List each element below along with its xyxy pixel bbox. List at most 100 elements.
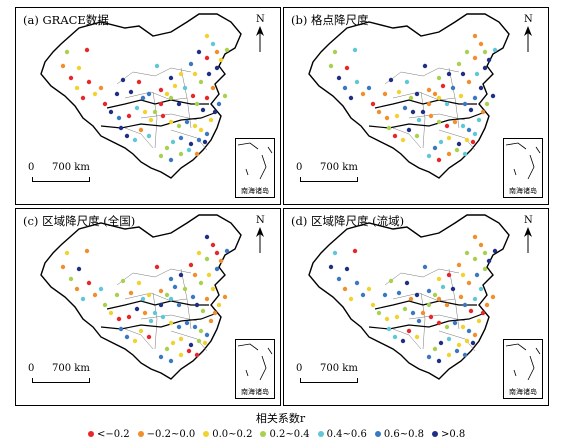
province-boundary (140, 113, 198, 121)
station-dot (428, 113, 434, 119)
station-dot (198, 79, 204, 85)
station-dot (160, 113, 166, 119)
station-dot (472, 95, 478, 101)
station-dot (192, 123, 198, 129)
station-dot (190, 294, 196, 300)
station-dot (478, 242, 484, 248)
station-dot (482, 49, 488, 55)
station-dot (440, 284, 446, 290)
station-dot (476, 318, 482, 324)
scale-bar: 0 700 km (28, 363, 108, 387)
country-outline (308, 13, 510, 179)
station-dot (210, 41, 216, 47)
station-dot (212, 310, 218, 316)
station-dot (366, 286, 372, 292)
station-dot (464, 338, 470, 344)
station-dot (178, 151, 184, 157)
station-dot (474, 272, 480, 278)
station-dot (422, 264, 428, 270)
station-dot (146, 334, 152, 340)
station-dot (188, 61, 194, 67)
station-dot (224, 47, 230, 53)
station-dot (452, 320, 458, 326)
station-dot (428, 314, 434, 320)
station-dot (336, 75, 342, 81)
station-dot (352, 47, 358, 53)
station-dot (482, 266, 488, 272)
panel-title: (b) 格点降尺度 (291, 13, 369, 27)
station-dot (456, 342, 462, 348)
station-dot (92, 91, 98, 97)
station-dot (480, 109, 486, 115)
station-dot (414, 292, 420, 298)
station-dot (438, 139, 444, 145)
station-dot (152, 109, 158, 115)
province-boundary (420, 292, 426, 350)
station-dot (152, 310, 158, 316)
station-dot (204, 33, 210, 39)
station-dot (116, 115, 122, 121)
china-map (40, 214, 242, 380)
south-china-sea-inset: 南海诸岛 (503, 339, 543, 399)
station-dot (210, 286, 216, 292)
station-dot (388, 77, 394, 83)
south-china-sea-inset: 南海诸岛 (503, 138, 543, 198)
inset-islands (505, 142, 541, 180)
station-dot (196, 338, 202, 344)
station-dot (472, 55, 478, 61)
station-dot (404, 280, 410, 286)
station-dot (366, 85, 372, 91)
station-dot (426, 153, 432, 159)
station-dot (392, 133, 398, 139)
station-dot (472, 256, 478, 262)
station-dot (136, 79, 142, 85)
station-dot (158, 153, 164, 159)
station-dot (328, 264, 334, 270)
station-dot (470, 340, 476, 346)
scale-bar: 0 700 km (296, 162, 376, 186)
station-dot (456, 61, 462, 67)
station-dot (158, 354, 164, 360)
station-dot (446, 272, 452, 278)
station-dot (464, 137, 470, 143)
province-boundary (124, 127, 154, 149)
station-dot (68, 276, 74, 282)
station-dot (376, 109, 382, 115)
station-dot (140, 296, 146, 302)
station-dot (114, 292, 120, 298)
province-boundary (438, 129, 476, 151)
station-dot (402, 306, 408, 312)
station-dot (80, 95, 86, 101)
station-dot (386, 326, 392, 332)
station-dot (154, 264, 160, 270)
station-dot (472, 332, 478, 338)
province-boundary (152, 91, 158, 149)
station-dot (444, 101, 450, 107)
station-dot (436, 296, 442, 302)
station-dot (436, 119, 442, 125)
station-dot (474, 71, 480, 77)
station-dot (342, 85, 348, 91)
station-dot (464, 250, 470, 256)
station-dot (492, 248, 498, 254)
station-dot (408, 296, 414, 302)
station-dot (136, 280, 142, 286)
station-dot (182, 286, 188, 292)
station-dot (186, 348, 192, 354)
station-dot (84, 248, 90, 254)
station-dot (396, 290, 402, 296)
station-dot (216, 101, 222, 107)
station-dot (74, 85, 80, 91)
legend-swatch (203, 431, 210, 437)
station-dot (178, 352, 184, 358)
station-dot (422, 63, 428, 69)
station-dot (168, 119, 174, 125)
province-boundary (152, 292, 158, 350)
station-dot (410, 310, 416, 316)
station-dot (416, 318, 422, 324)
station-dot (172, 284, 178, 290)
station-dot (176, 324, 182, 330)
legend-title: 相关系数r (255, 412, 306, 425)
station-dot (454, 348, 460, 354)
station-dot (140, 95, 146, 101)
